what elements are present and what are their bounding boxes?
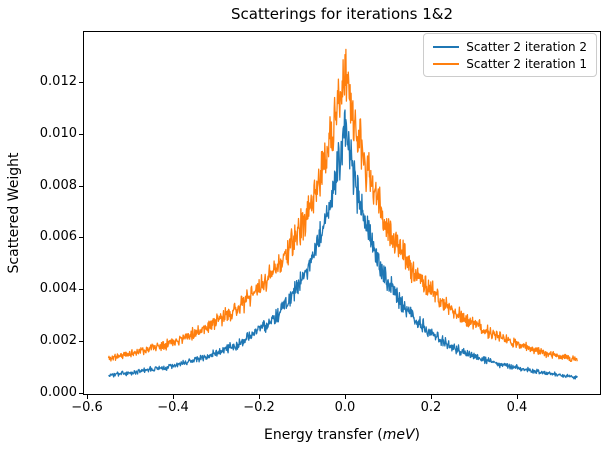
y-tick-label: 0.012 xyxy=(39,73,77,89)
x-axis-label-unit: meV xyxy=(382,427,415,443)
legend-item-label: Scatter 2 iteration 2 xyxy=(466,39,587,54)
y-tick-label: 0.006 xyxy=(39,229,77,245)
x-tick-label: −0.4 xyxy=(157,400,189,415)
series-line-2 xyxy=(107,48,578,363)
series-line-1 xyxy=(108,109,578,380)
x-axis-label-suffix: ) xyxy=(414,427,420,443)
legend: Scatter 2 iteration 2 Scatter 2 iteration… xyxy=(423,33,597,77)
legend-item-2: Scatter 2 iteration 1 xyxy=(433,55,587,72)
x-tick-mark xyxy=(259,395,260,399)
y-tick-mark xyxy=(79,185,83,187)
x-tick-mark xyxy=(345,395,346,399)
x-tick-mark xyxy=(87,395,88,399)
y-tick-label: 0.010 xyxy=(39,125,77,141)
plot-canvas xyxy=(107,48,578,380)
x-tick-label: 0.4 xyxy=(506,400,528,415)
plot-area xyxy=(83,31,601,395)
x-tick-mark xyxy=(173,395,174,399)
y-axis-label: Scattered Weight xyxy=(6,152,22,274)
x-tick-label: 0.0 xyxy=(334,400,356,415)
x-tick-mark xyxy=(431,395,432,399)
y-tick-mark xyxy=(79,81,83,83)
y-tick-mark xyxy=(79,289,83,291)
x-tick-label: −0.2 xyxy=(243,400,275,415)
legend-line-sample xyxy=(433,45,460,48)
x-tick-label: 0.2 xyxy=(420,400,442,415)
y-tick-mark xyxy=(79,133,83,135)
x-tick-mark xyxy=(517,395,518,399)
y-tick-label: 0.000 xyxy=(39,384,77,400)
x-axis-label: Energy transfer (meV) xyxy=(83,427,601,443)
y-tick-label: 0.004 xyxy=(39,281,77,297)
x-axis-label-text: Energy transfer ( xyxy=(264,427,383,443)
legend-item-1: Scatter 2 iteration 2 xyxy=(433,38,587,55)
legend-item-label: Scatter 2 iteration 1 xyxy=(466,56,587,71)
chart-title: Scatterings for iterations 1&2 xyxy=(230,5,454,23)
legend-line-sample xyxy=(433,62,460,65)
y-tick-mark xyxy=(79,392,83,394)
y-tick-label: 0.002 xyxy=(39,333,77,349)
y-tick-mark xyxy=(79,237,83,239)
y-tick-label: 0.008 xyxy=(39,177,77,193)
y-tick-mark xyxy=(79,341,83,343)
x-tick-label: −0.6 xyxy=(71,400,103,415)
